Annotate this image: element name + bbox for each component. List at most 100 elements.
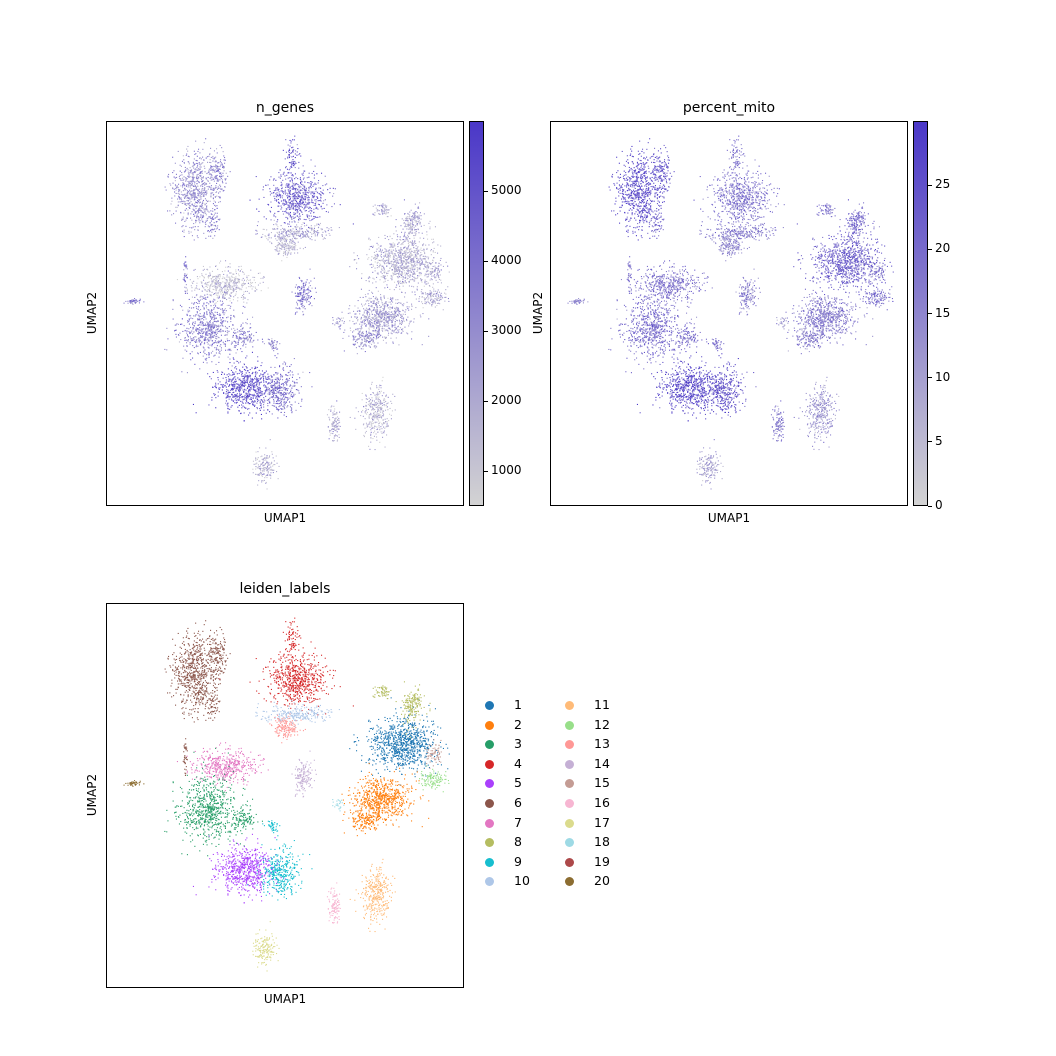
n-genes-point [408, 233, 410, 235]
n-genes-point [215, 277, 217, 279]
n-genes-point [405, 309, 407, 311]
n-genes-point [255, 233, 257, 235]
n-genes-point [416, 252, 418, 254]
n-genes-point [237, 280, 239, 282]
n-genes-point [388, 255, 390, 257]
n-genes-point [224, 312, 226, 314]
n-genes-point [418, 262, 420, 264]
n-genes-point [413, 261, 415, 263]
n-genes-point [370, 335, 372, 337]
n-genes-point [313, 233, 315, 235]
n-genes-point [211, 328, 213, 330]
n-genes-point [205, 199, 207, 201]
n-genes-point [208, 185, 210, 187]
n-genes-point [357, 300, 359, 302]
n-genes-point [408, 323, 410, 325]
n-genes-point [414, 215, 416, 217]
n-genes-point [384, 276, 386, 278]
n-genes-point [402, 254, 404, 256]
n-genes-point [401, 218, 403, 220]
n-genes-point [293, 202, 295, 204]
n-genes-point [384, 337, 386, 339]
n-genes-point [207, 188, 209, 190]
n-genes-point [280, 205, 282, 207]
n-genes-point [407, 246, 409, 248]
n-genes-point [240, 288, 242, 290]
n-genes-point [415, 242, 417, 244]
n-genes-point [184, 265, 186, 267]
n-genes-point [388, 316, 390, 318]
n-genes-point [378, 332, 380, 334]
n-genes-point [372, 205, 374, 207]
n-genes-point [226, 280, 228, 282]
n-genes-point [368, 336, 370, 338]
n-genes-point [438, 277, 440, 279]
n-genes-point [407, 259, 409, 261]
n-genes-point [311, 172, 313, 174]
n-genes-point [378, 319, 380, 321]
n-genes-point [387, 315, 389, 317]
n-genes-point [411, 250, 413, 252]
n-genes-point [357, 328, 359, 330]
n-genes-point [208, 303, 210, 305]
n-genes-point [410, 260, 412, 262]
n-genes-point [205, 285, 207, 287]
n-genes-point [193, 167, 195, 169]
n-genes-point [218, 219, 220, 221]
n-genes-point [214, 315, 216, 317]
n-genes-point [213, 178, 215, 180]
n-genes-point [313, 231, 315, 233]
n-genes-point [401, 262, 403, 264]
n-genes-point [365, 325, 367, 327]
n-genes-point [283, 199, 285, 201]
n-genes-point [306, 233, 308, 235]
n-genes-point [199, 201, 201, 203]
n-genes-point [212, 275, 214, 277]
n-genes-point [199, 168, 201, 170]
n-genes-point [214, 228, 216, 230]
n-genes-point [354, 313, 356, 315]
n-genes-point [386, 250, 388, 252]
n-genes-point [352, 335, 354, 337]
n-genes-point [311, 227, 313, 229]
n-genes-point [224, 284, 226, 286]
n-genes-point [412, 259, 414, 261]
n-genes-point [362, 335, 364, 337]
n-genes-point [285, 232, 287, 234]
n-genes-point [226, 338, 228, 340]
n-genes-point [287, 245, 289, 247]
n-genes-point [353, 344, 355, 346]
n-genes-point [215, 349, 217, 351]
n-genes-point [210, 278, 212, 280]
n-genes-point [302, 197, 304, 199]
n-genes-point [212, 280, 214, 282]
n-genes-point [392, 306, 394, 308]
n-genes-point [377, 328, 379, 330]
n-genes-point [229, 280, 231, 282]
n-genes-point [416, 264, 418, 266]
n-genes-point [410, 225, 412, 227]
n-genes-point [384, 301, 386, 303]
n-genes-point [400, 252, 402, 254]
n-genes-point [235, 278, 237, 280]
n-genes-point [215, 191, 217, 193]
n-genes-point [397, 299, 399, 301]
n-genes-point [207, 176, 209, 178]
n-genes-point [301, 202, 303, 204]
n-genes-point [376, 262, 378, 264]
n-genes-point [208, 186, 210, 188]
n-genes-point [218, 314, 220, 316]
n-genes-point [383, 252, 385, 254]
n-genes-point [379, 304, 381, 306]
n-genes-point [418, 258, 420, 260]
n-genes-point [302, 201, 304, 203]
n-genes-point [427, 266, 429, 268]
n-genes-point [408, 325, 410, 327]
n-genes-point [375, 311, 377, 313]
n-genes-point [437, 266, 439, 268]
n-genes-point [299, 192, 301, 194]
n-genes-point [190, 169, 192, 171]
n-genes-point [282, 213, 284, 215]
n-genes-point [386, 305, 388, 307]
n-genes-point [210, 196, 212, 198]
